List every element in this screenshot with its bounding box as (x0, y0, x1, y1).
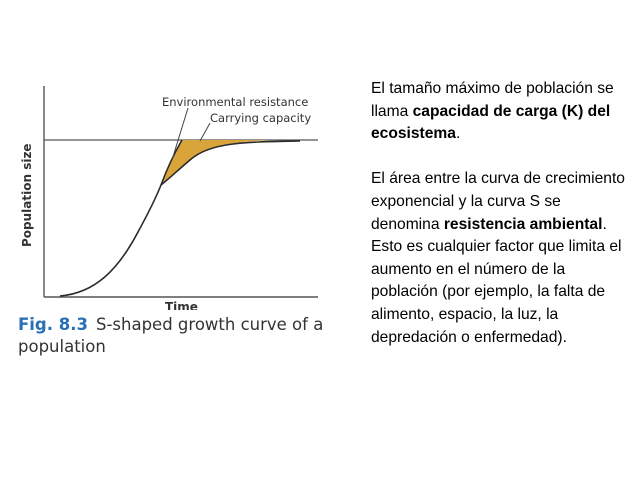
explanation-text: El tamaño máximo de población se llama c… (371, 78, 629, 349)
environmental-resistance-pointer (171, 107, 189, 161)
environmental-resistance-term: resistencia ambiental (443, 215, 603, 233)
environmental-resistance-area (161, 140, 270, 185)
carrying-capacity-term: capacidad de carga (K) del ecosistema (371, 102, 611, 143)
y-axis-label: Population size (20, 143, 34, 247)
environmental-resistance-label: Environmental resistance (162, 95, 308, 109)
figure-caption-text: S-shaped growth curve of a population (18, 315, 324, 356)
carrying-capacity-pointer (199, 122, 211, 142)
x-axis-label: Time (165, 300, 198, 310)
exponential-curve (160, 139, 183, 186)
carrying-capacity-label: Carrying capacity (210, 111, 311, 125)
figure-number: Fig. 8.3 (18, 315, 88, 334)
carrying-capacity-paragraph: El tamaño máximo de población se llama c… (371, 78, 629, 146)
environmental-resistance-paragraph: El área entre la curva de crecimiento ex… (371, 168, 629, 349)
paragraph-text: El tamaño máximo de población se llama (371, 80, 614, 120)
growth-curve-diagram: Environmental resistance Carrying capaci… (20, 86, 318, 310)
paragraph-text: El área entre la curva de crecimiento ex… (371, 170, 625, 233)
paragraph-text: . Esto es cualquier factor que limita el… (371, 215, 622, 346)
growth-curve-figure: Environmental resistance Carrying capaci… (18, 86, 338, 358)
paragraph-text: . (455, 125, 461, 143)
figure-caption: Fig. 8.3 S-shaped growth curve of a popul… (18, 314, 338, 358)
